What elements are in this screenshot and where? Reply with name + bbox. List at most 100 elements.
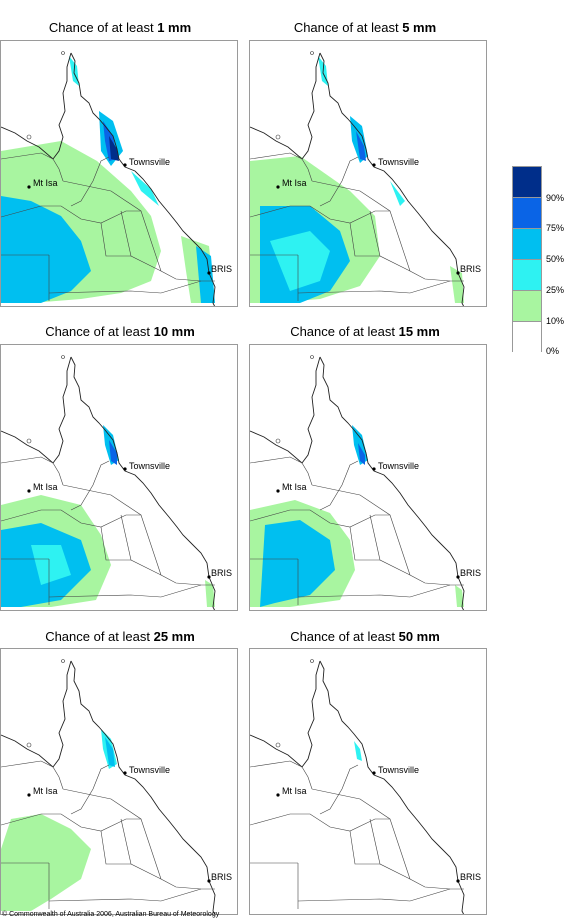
island [26,742,32,748]
district-border [70,156,110,207]
town-marker [207,879,211,883]
legend-label-50: 50% [546,254,565,264]
town-marker [27,793,31,797]
copyright-footer: © Commonwealth of Australia 2006, Austra… [2,911,220,918]
town-marker [372,467,376,471]
district-border [48,584,202,598]
district-border [100,526,131,561]
legend-swatch-25 [512,259,542,290]
probability-area [31,545,71,585]
district-border [349,526,380,561]
legend-swatch-90 [512,166,542,197]
town-marker [456,271,460,275]
town-label-townsville: Townsville [129,157,171,167]
town-label-mt-isa: Mt Isa [282,482,307,492]
coastline [70,52,216,306]
district-border [250,813,390,832]
rainfall-map[interactable]: Townsville Mt Isa BRIS [249,648,487,915]
probability-layer [1,425,215,607]
town-label-bris: BRIS [211,264,233,274]
queensland-map [250,659,465,914]
probability-area [356,131,366,161]
town-label-mt-isa: Mt Isa [33,178,58,188]
probability-area [109,440,117,465]
coastline [319,356,465,610]
district-border [100,222,131,257]
coastline-gulf [1,660,72,768]
district-border [369,514,411,576]
probability-area [270,231,330,291]
district-border [250,205,390,224]
probability-area [109,136,119,161]
town-marker [123,467,127,471]
panel-title: Chance of at least 10 mm [45,324,195,339]
district-border [311,484,464,586]
town-marker [456,879,460,883]
coastline-gulf [1,52,72,160]
legend-swatch-0 [512,321,542,352]
district-border [48,280,202,294]
district-border [120,514,162,576]
legend-swatch-75 [512,197,542,228]
district-border [250,760,313,790]
town-marker [207,575,211,579]
island [61,51,65,55]
rainfall-map[interactable]: Townsville Mt Isa BRIS [0,40,238,307]
town-label-townsville: Townsville [378,157,420,167]
panel-title: Chance of at least 25 mm [45,629,195,644]
town-label-bris: BRIS [460,568,482,578]
island [61,355,65,359]
coastline [319,52,465,306]
district-border [297,584,451,598]
probability-layer [250,56,464,303]
town-label-townsville: Townsville [129,461,171,471]
district-border [1,813,141,832]
town-marker [372,163,376,167]
island [26,438,32,444]
district-border [70,460,110,511]
probability-area [358,443,365,465]
probability-layer [1,56,215,303]
town-label-townsville: Townsville [129,765,171,775]
town-marker [207,271,211,275]
probability-area [205,580,215,607]
district-border [319,460,359,511]
district-border [100,830,131,865]
island [275,742,281,748]
coastline [70,356,216,610]
legend-label-90: 90% [546,193,565,203]
rainfall-map[interactable]: Townsville Mt Isa BRIS [249,40,487,307]
probability-area [1,196,91,303]
legend-label-25: 25% [546,285,565,295]
town-marker [276,793,280,797]
legend-swatch-50 [512,228,542,259]
district-border [250,152,313,182]
district-border [62,788,215,890]
district-border [319,156,359,207]
island [61,659,65,663]
queensland-map [250,51,465,306]
legend-label-0: 0% [546,346,560,356]
district-border [250,509,390,528]
island [275,134,281,140]
island [275,438,281,444]
queensland-map [250,355,465,610]
coastline-gulf [250,356,321,464]
district-border [1,760,64,790]
coastline-gulf [1,356,72,464]
town-label-mt-isa: Mt Isa [282,178,307,188]
rainfall-map[interactable]: Townsville Mt Isa BRIS [0,344,238,611]
queensland-map [1,355,216,610]
district-border [62,180,215,282]
island [310,659,314,663]
rainfall-map[interactable]: Townsville Mt Isa BRIS [249,344,487,611]
district-border [1,205,141,224]
probability-area [196,246,215,303]
queensland-map [1,659,216,914]
district-border [70,764,110,815]
rainfall-map[interactable]: Townsville Mt Isa BRIS [0,648,238,915]
district-border [349,830,380,865]
town-label-townsville: Townsville [378,765,420,775]
district-border [311,788,464,890]
coastline-gulf [250,660,321,768]
